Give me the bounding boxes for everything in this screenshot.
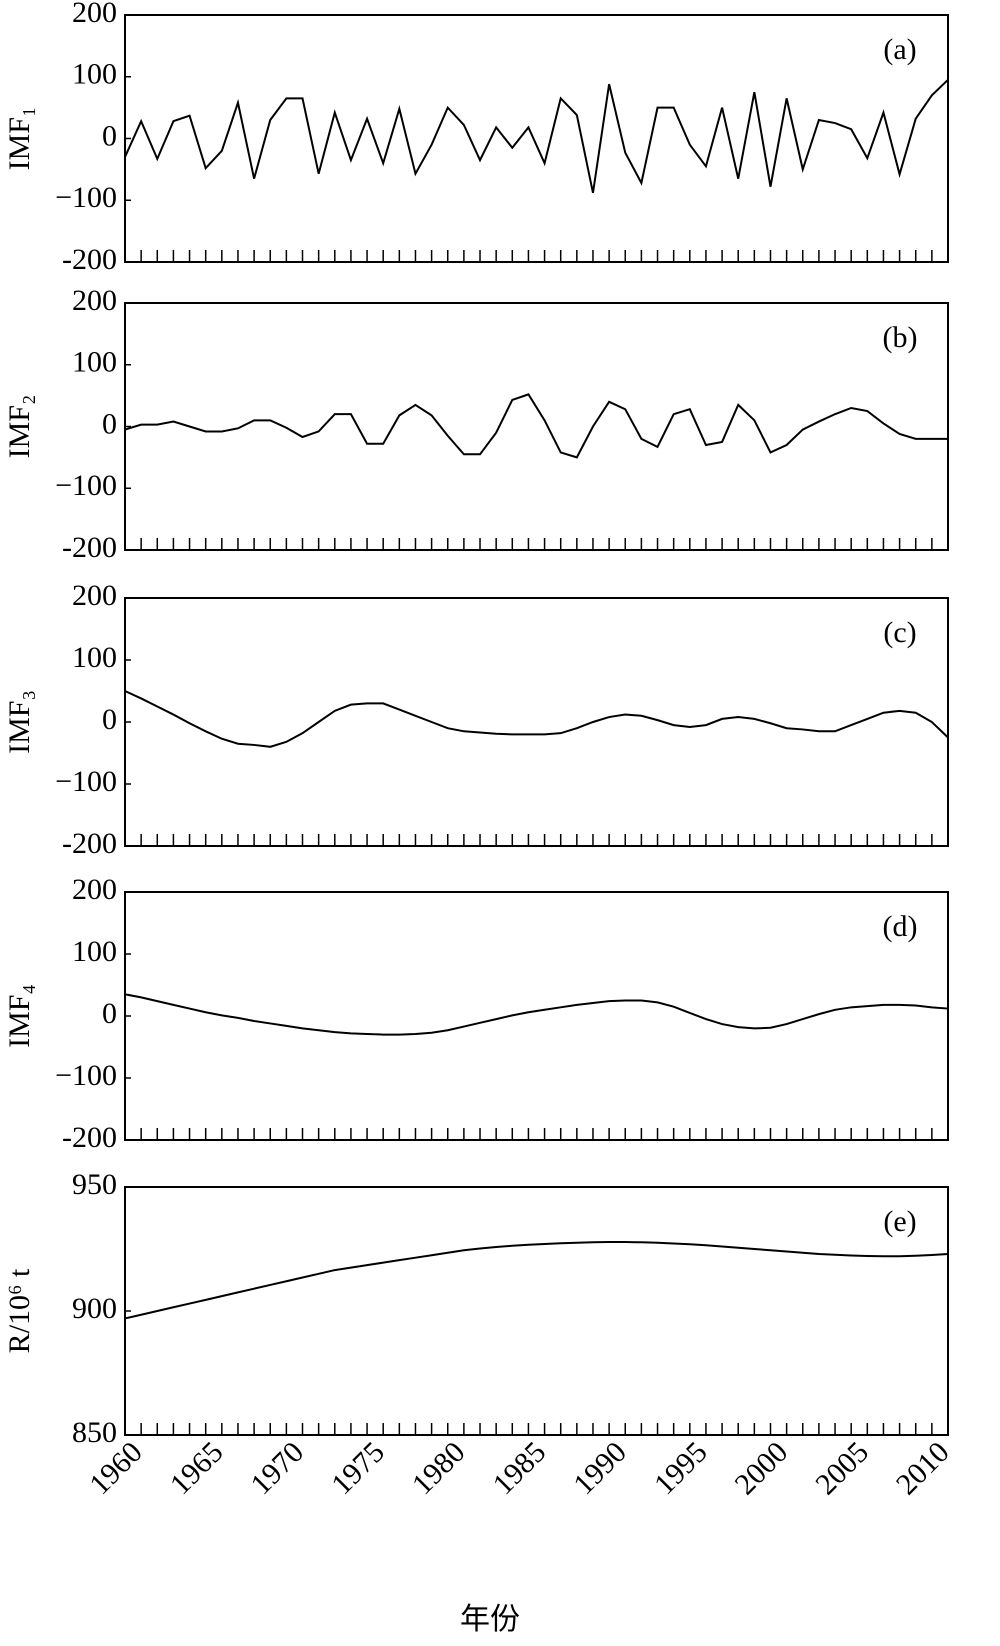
y-tick-label: 900	[72, 1292, 117, 1325]
y-tick-label: 0	[102, 703, 117, 736]
data-line	[124, 690, 949, 748]
panel-label: (d)	[883, 910, 918, 943]
y-tick-label: −100	[55, 765, 117, 798]
y-tick-label: 950	[72, 1168, 117, 1201]
panel-label: (b)	[883, 321, 918, 354]
y-tick-label: 0	[102, 997, 117, 1030]
data-line	[124, 993, 949, 1036]
y-axis-label: R/10⁶ t	[3, 1268, 36, 1353]
x-tick-label: 1995	[648, 1435, 714, 1501]
x-tick-label: 2000	[729, 1435, 795, 1501]
y-tick-label: 100	[72, 641, 117, 674]
y-tick-label: −100	[55, 1059, 117, 1092]
data-line	[124, 1241, 949, 1320]
x-tick-label: 1985	[486, 1435, 552, 1501]
y-axis-label: IMF₄	[3, 984, 36, 1048]
panel-label: (a)	[883, 33, 916, 66]
data-line	[124, 79, 949, 194]
panel-label: (e)	[883, 1205, 916, 1238]
plot-frame	[124, 597, 949, 847]
y-tick-label: -200	[62, 243, 117, 276]
x-tick-label: 1980	[406, 1435, 472, 1501]
panel-label: (c)	[883, 616, 916, 649]
y-tick-label: 100	[72, 58, 117, 91]
x-tick-label: 1990	[567, 1435, 633, 1501]
y-tick-label: -200	[62, 827, 117, 860]
data-line	[124, 393, 948, 459]
y-tick-label: 100	[72, 346, 117, 379]
x-axis-label: 年份	[460, 1603, 520, 1636]
y-tick-label: 0	[102, 407, 117, 440]
y-tick-label: 200	[72, 873, 117, 906]
y-tick-label: 100	[72, 935, 117, 968]
y-tick-label: -200	[62, 1121, 117, 1154]
y-axis-label: IMF₁	[3, 107, 36, 171]
x-tick-label: 2005	[809, 1435, 875, 1501]
y-tick-label: 200	[72, 284, 117, 317]
x-tick-label: 1970	[244, 1435, 310, 1501]
plot-frame	[124, 891, 949, 1141]
y-axis-label: IMF₂	[3, 395, 36, 459]
y-tick-label: 200	[72, 0, 117, 29]
y-tick-label: −100	[55, 181, 117, 214]
x-tick-label: 2010	[890, 1435, 956, 1501]
y-tick-label: 0	[102, 119, 117, 152]
x-tick-label: 1975	[325, 1435, 391, 1501]
y-tick-label: 200	[72, 579, 117, 612]
plot-frame	[124, 1186, 949, 1436]
plot-frame	[124, 14, 949, 263]
x-tick-label: 1965	[164, 1435, 230, 1501]
y-tick-label: 850	[72, 1416, 117, 1449]
y-tick-label: -200	[62, 531, 117, 564]
y-tick-label: −100	[55, 469, 117, 502]
plot-frame	[124, 302, 949, 551]
y-axis-label: IMF₃	[3, 690, 36, 754]
